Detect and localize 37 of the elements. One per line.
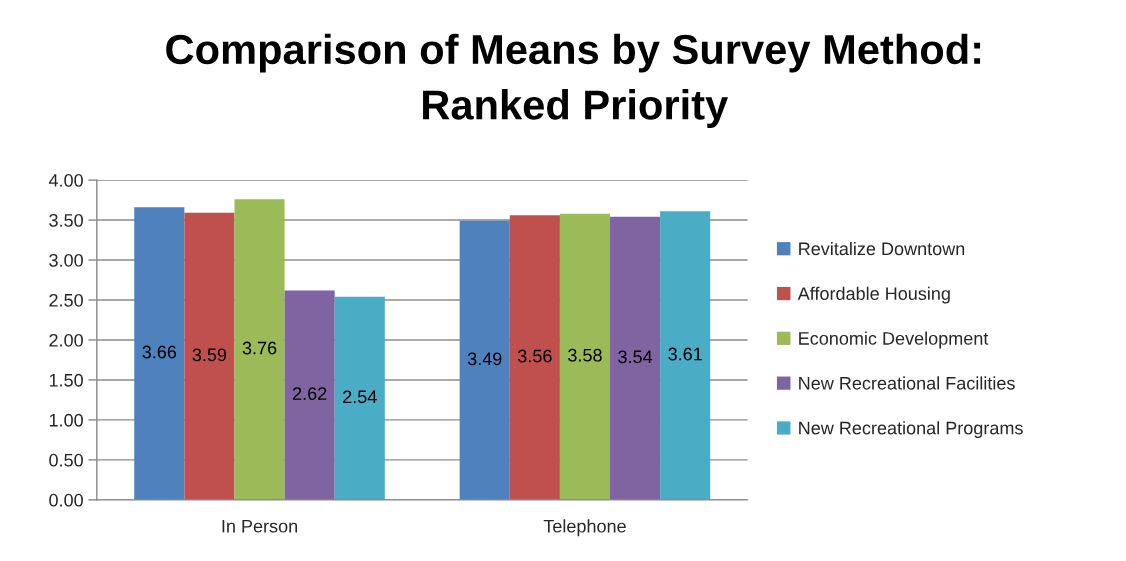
data-label: 3.76: [242, 341, 277, 355]
bar: [234, 199, 285, 500]
legend-label: Economic Development: [799, 331, 989, 349]
data-label: 3.59: [192, 348, 227, 362]
y-tick-label: 3.00: [49, 253, 83, 267]
bar: [610, 216, 661, 500]
data-label: 3.54: [618, 350, 653, 364]
y-tick-label: 4.00: [48, 174, 83, 187]
y-tick-label: 0.00: [49, 493, 83, 507]
y-tick-label: 0.50: [49, 453, 83, 467]
bar: [660, 211, 711, 500]
bar: [459, 220, 510, 500]
legend-label: New Recreational Facilities: [799, 376, 1015, 390]
data-label: 2.54: [343, 390, 377, 404]
y-tick-label: 3.50: [49, 213, 83, 227]
bar: [334, 296, 385, 500]
data-label: 3.58: [568, 348, 602, 362]
bar: [559, 213, 611, 500]
data-label: 2.62: [293, 387, 327, 400]
x-tick-label: In Person: [222, 519, 298, 533]
legend-label: New Recreational Programs: [799, 421, 1023, 439]
data-label: 3.66: [142, 345, 177, 359]
bar: [509, 215, 560, 500]
data-label: 3.49: [467, 352, 502, 366]
data-label: 3.56: [517, 349, 552, 363]
bar: [284, 290, 335, 500]
y-tick-label: 2.00: [49, 333, 83, 347]
y-tick-label: 1.00: [49, 413, 83, 427]
y-tick-label: 2.50: [49, 293, 83, 307]
legend-label: Revitalize Downtown: [799, 241, 965, 256]
legend-label: Affordable Housing: [797, 286, 950, 304]
x-tick-label: Telephone: [543, 519, 626, 537]
chart-title: Comparison of Means by Survey Method: Ranked Priority: [166, 33, 981, 128]
bar: [134, 207, 185, 500]
y-tick-label: 1.50: [49, 373, 83, 387]
data-label: 3.61: [668, 347, 702, 361]
bar: [184, 212, 235, 500]
